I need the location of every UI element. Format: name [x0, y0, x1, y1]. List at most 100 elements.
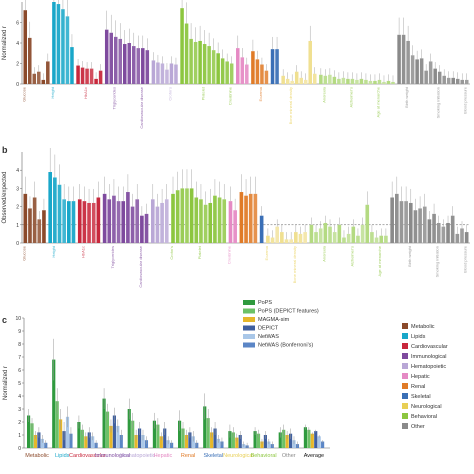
x-tick-label: Bone mineral density [292, 246, 297, 283]
bar [248, 193, 253, 243]
bar-depict [37, 432, 41, 448]
legend-label: PoPS [258, 300, 272, 306]
bar [255, 59, 260, 84]
legend-swatch [402, 333, 408, 339]
bar [374, 237, 379, 243]
bar [433, 68, 437, 84]
bar [228, 201, 233, 243]
bar [350, 78, 355, 84]
bar-magma-sim [310, 433, 314, 448]
bar [359, 78, 364, 84]
y-tick-label: 3 [16, 186, 19, 192]
bar-netwas [191, 436, 195, 448]
legend-swatch [402, 383, 408, 389]
x-tick-label: Height [51, 245, 56, 257]
bar [270, 49, 275, 84]
bar [52, 2, 56, 84]
bar [356, 235, 360, 243]
bar [62, 199, 66, 243]
bar [244, 195, 248, 243]
bar [253, 193, 258, 243]
legend-swatch [402, 423, 408, 429]
bar [323, 75, 328, 84]
bar-netwas [116, 425, 120, 448]
bar-netwas [91, 436, 95, 448]
bar-pops [77, 422, 81, 448]
bar [141, 48, 145, 84]
panel-a: 0 2 4 6 Normalized r Glucose Height HbA1c Trigly… [2, 0, 470, 129]
bar-pops-depict-features- [231, 432, 235, 448]
legend-swatch [243, 325, 255, 331]
x-tick-label: Hematopoietic [120, 453, 155, 459]
bar [428, 61, 433, 84]
bar [390, 197, 394, 243]
bar [442, 75, 446, 84]
bar [464, 232, 469, 243]
bar [28, 208, 32, 243]
bar [70, 47, 74, 84]
legend-swatch [402, 403, 408, 409]
bar [275, 49, 279, 84]
bar [208, 202, 213, 243]
bar [155, 206, 160, 243]
legend-swatch [402, 393, 408, 399]
y-tick-label: 1 [16, 223, 19, 229]
bar [225, 61, 229, 84]
legend-label: MAGMA-sim [258, 317, 290, 323]
bar-depict [112, 415, 116, 448]
bar-magma-sim [84, 436, 88, 448]
x-tick-label: Anorexia [321, 86, 326, 103]
bar [91, 202, 96, 243]
bar [229, 63, 234, 84]
bar [259, 215, 264, 243]
legend-swatch [243, 308, 255, 314]
bar-pops-depict-features- [80, 429, 84, 448]
bar [285, 78, 290, 84]
bar-magma-sim [134, 435, 138, 448]
legend-label: PoPS (DEPICT features) [258, 309, 319, 315]
bar [48, 172, 53, 243]
x-tick-label: Birth weight [407, 245, 412, 267]
bar [436, 222, 441, 243]
bar [318, 228, 323, 243]
bar [32, 197, 37, 243]
x-tick-label: Eczema [258, 86, 263, 101]
legend-label: Other [411, 424, 425, 430]
y-tick-label: 10 [15, 316, 21, 322]
legend-label: NetWAS (Bonferroni's) [258, 343, 313, 349]
bar [323, 222, 328, 243]
bar-pops-depict-features- [282, 429, 286, 448]
bar [118, 38, 123, 84]
bar [346, 233, 351, 243]
bar [77, 199, 82, 243]
x-tick-label: Cardiovascular disease [139, 86, 144, 128]
bar [98, 70, 103, 84]
bar [233, 210, 237, 243]
bar [85, 68, 89, 84]
bar [337, 224, 342, 243]
bar [309, 224, 314, 243]
y-tick-label: 8 [18, 342, 21, 348]
bar-depict [238, 435, 242, 448]
bar-netwas-bonferroni-s- [119, 435, 123, 448]
bar [203, 204, 208, 243]
bar-netwas [141, 435, 145, 448]
bar [328, 74, 332, 84]
y-axis-title: Normalized r [3, 366, 9, 400]
bar [308, 40, 312, 84]
legend-swatch [243, 317, 255, 322]
bar [355, 79, 359, 84]
bar-pops [27, 415, 31, 448]
legend-label: Behavioral [411, 414, 437, 420]
bar [441, 226, 446, 243]
bar [382, 81, 386, 84]
bar-pops-depict-features- [131, 420, 135, 448]
bar [37, 219, 42, 243]
bar [104, 29, 109, 84]
bar [346, 78, 350, 84]
bar [298, 233, 303, 243]
legend-label: NetWAS [258, 334, 279, 340]
bar-netwas [216, 438, 221, 448]
bar [303, 79, 308, 84]
